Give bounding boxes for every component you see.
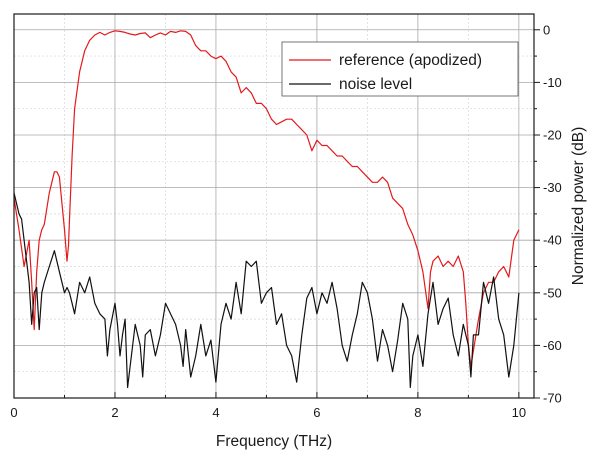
x-axis-title: Frequency (THz)	[216, 433, 332, 450]
series-line-noise	[13, 192, 520, 389]
ticks-layer	[13, 29, 540, 399]
series-layer	[13, 30, 520, 389]
y-tick-label: -40	[543, 233, 562, 248]
legend-box	[281, 41, 519, 97]
x-tick-label: 6	[313, 405, 320, 420]
x-tick-label: 4	[212, 405, 219, 420]
y-tick-label: -70	[543, 391, 562, 406]
major-grid	[14, 14, 534, 398]
x-tick-label: 8	[414, 405, 421, 420]
x-tick-label: 2	[111, 405, 118, 420]
y-axis-title: Normalized power (dB)	[570, 127, 587, 286]
legend: reference (apodized) noise level	[281, 41, 519, 97]
y-tick-label: -60	[543, 338, 562, 353]
series-line-reference	[13, 30, 520, 367]
x-tick-label: 10	[512, 405, 526, 420]
y-tick-label: 0	[543, 22, 550, 37]
tick-labels: 0 2 4 6 8 10 0 -10 -20 -30 -40 -50 -60 -70	[10, 22, 561, 420]
legend-label-noise: noise level	[339, 76, 412, 93]
y-tick-label: -20	[543, 127, 562, 142]
plot-frame	[13, 13, 535, 399]
x-tick-label: 0	[10, 405, 17, 420]
y-tick-label: -10	[543, 75, 562, 90]
y-tick-label: -30	[543, 180, 562, 195]
legend-label-reference: reference (apodized)	[339, 52, 482, 69]
y-tick-label: -50	[543, 285, 562, 300]
